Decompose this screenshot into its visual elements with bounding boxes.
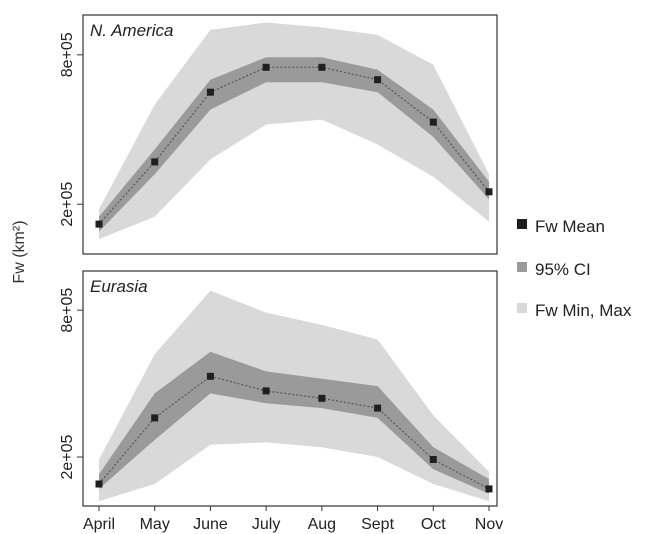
mean-point: [151, 414, 159, 422]
y-tick-label: 8e+05: [59, 288, 76, 333]
y-tick-label: 2e+05: [59, 434, 76, 479]
mean-point: [429, 456, 437, 463]
x-axis: April May June July Aug Sept Oct Nov: [83, 506, 503, 533]
mean-point: [95, 220, 103, 228]
mean-point: [318, 63, 326, 71]
y-tick-label: 8e+05: [59, 32, 76, 77]
y-axis-label: Fw (km²): [11, 220, 28, 283]
mean-line: [98, 375, 490, 490]
mean-point: [485, 188, 493, 196]
mean-point: [318, 394, 326, 402]
legend-swatch-mean: [517, 219, 527, 229]
x-tick-label: Aug: [308, 516, 336, 533]
mean-point: [95, 480, 103, 488]
mean-point: [485, 485, 493, 493]
mean-point: [262, 387, 270, 395]
band-min-max: [99, 22, 489, 240]
legend: Fw Mean 95% CI Fw Min, Max: [517, 217, 632, 320]
x-tick-label: April: [83, 516, 115, 533]
legend-label-mean: Fw Mean: [535, 217, 605, 236]
legend-label-minmax: Fw Min, Max: [535, 301, 632, 320]
mean-point: [374, 76, 382, 84]
band-95-ci: [99, 351, 489, 494]
legend-swatch-ci: [517, 262, 527, 272]
legend-swatch-minmax: [517, 303, 527, 313]
mean-point: [206, 88, 214, 96]
mean-point: [206, 372, 214, 380]
panel-north-america: 2e+05 8e+05 N. America: [59, 14, 498, 255]
y-tick-label: 2e+05: [59, 182, 76, 227]
mean-point: [262, 63, 270, 71]
x-tick-label: May: [140, 516, 170, 533]
panel-eurasia: 2e+05 8e+05 Eurasia: [59, 270, 498, 507]
mean-point: [374, 404, 382, 412]
band-95-ci: [99, 57, 489, 232]
mean-point: [151, 158, 159, 166]
mean-point: [429, 118, 437, 126]
panel-frame: [82, 270, 498, 507]
x-tick-label: Sept: [361, 516, 394, 533]
x-tick-label: Oct: [421, 516, 446, 533]
x-tick-label: July: [252, 516, 280, 533]
x-tick-label: June: [193, 516, 228, 533]
panel-frame: [82, 14, 498, 255]
panel-title: N. America: [90, 21, 173, 40]
panel-title: Eurasia: [90, 277, 148, 296]
legend-label-ci: 95% CI: [535, 260, 591, 279]
mean-line: [98, 66, 490, 225]
x-tick-label: Nov: [475, 516, 503, 533]
